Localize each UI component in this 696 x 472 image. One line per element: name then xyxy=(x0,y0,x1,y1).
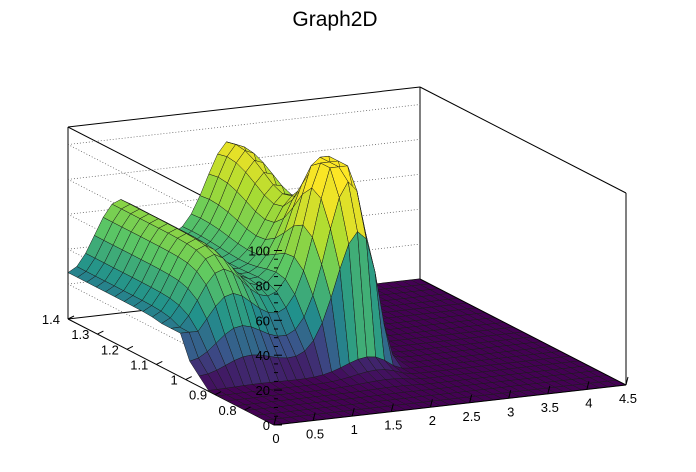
x-major-tick xyxy=(312,412,316,421)
y-major-tick xyxy=(244,406,251,411)
z-tick-label: 60 xyxy=(256,313,270,328)
x-tick-label: 1 xyxy=(351,422,358,437)
y-major-tick xyxy=(126,345,134,350)
y-major-tick xyxy=(67,315,75,320)
surface-mesh xyxy=(67,141,627,426)
x-tick-label: 2 xyxy=(429,413,436,428)
y-major-tick xyxy=(214,391,222,396)
x-tick-label: 3.5 xyxy=(541,400,559,415)
z-tick-label: 80 xyxy=(256,278,270,293)
z-axis: 0 20 40 60 80 100 xyxy=(248,244,282,433)
chart-title: Graph2D xyxy=(292,8,377,31)
x-major-tick xyxy=(508,390,512,399)
x-major-tick xyxy=(429,399,433,408)
x-major-tick xyxy=(547,385,551,395)
right-top-edge xyxy=(419,86,627,194)
x-tick-label: 4 xyxy=(585,395,592,410)
back-top-edge xyxy=(67,86,421,128)
y-major-tick xyxy=(185,376,192,381)
front-floor-edge xyxy=(273,384,627,426)
front-frame xyxy=(273,278,627,426)
right-floor-edge xyxy=(419,278,627,386)
x-tick-label: 0.5 xyxy=(306,427,324,442)
y-tick-label: 1.2 xyxy=(101,342,119,357)
y-tick-label: 1.3 xyxy=(71,327,89,342)
y-axis: 0.8 0.9 1 1.1 1.2 1.3 1.4 xyxy=(42,312,251,418)
y-tick-label: 0.9 xyxy=(189,388,207,403)
x-tick-label: 1.5 xyxy=(384,418,402,433)
z-tick-label: 100 xyxy=(248,244,270,259)
y-tick-label: 0.8 xyxy=(219,403,237,418)
y-tick-label: 1.1 xyxy=(130,357,148,372)
x-major-tick xyxy=(351,407,355,417)
x-tick-label: 2.5 xyxy=(463,409,481,424)
x-axis: 0 0.5 1 1.5 2 2.5 3 3.5 4 4.5 xyxy=(272,376,637,446)
y-major-tick xyxy=(156,360,163,365)
y-tick-label: 1.4 xyxy=(42,312,60,327)
y-tick-label: 1 xyxy=(170,373,177,388)
x-tick-label: 3 xyxy=(507,404,514,419)
x-major-tick xyxy=(586,381,590,390)
grid-line-back xyxy=(67,104,421,145)
x-tick-label: 4.5 xyxy=(619,391,637,406)
x-major-tick xyxy=(469,394,473,403)
y-major-tick xyxy=(97,330,104,335)
x-major-tick xyxy=(625,376,629,386)
x-major-tick xyxy=(390,403,394,412)
x-major-tick xyxy=(273,416,277,426)
z-tick-label: 20 xyxy=(256,383,270,398)
z-tick-label: 0 xyxy=(263,418,270,433)
z-tick-label: 40 xyxy=(256,348,270,363)
x-tick-label: 0 xyxy=(272,431,279,446)
